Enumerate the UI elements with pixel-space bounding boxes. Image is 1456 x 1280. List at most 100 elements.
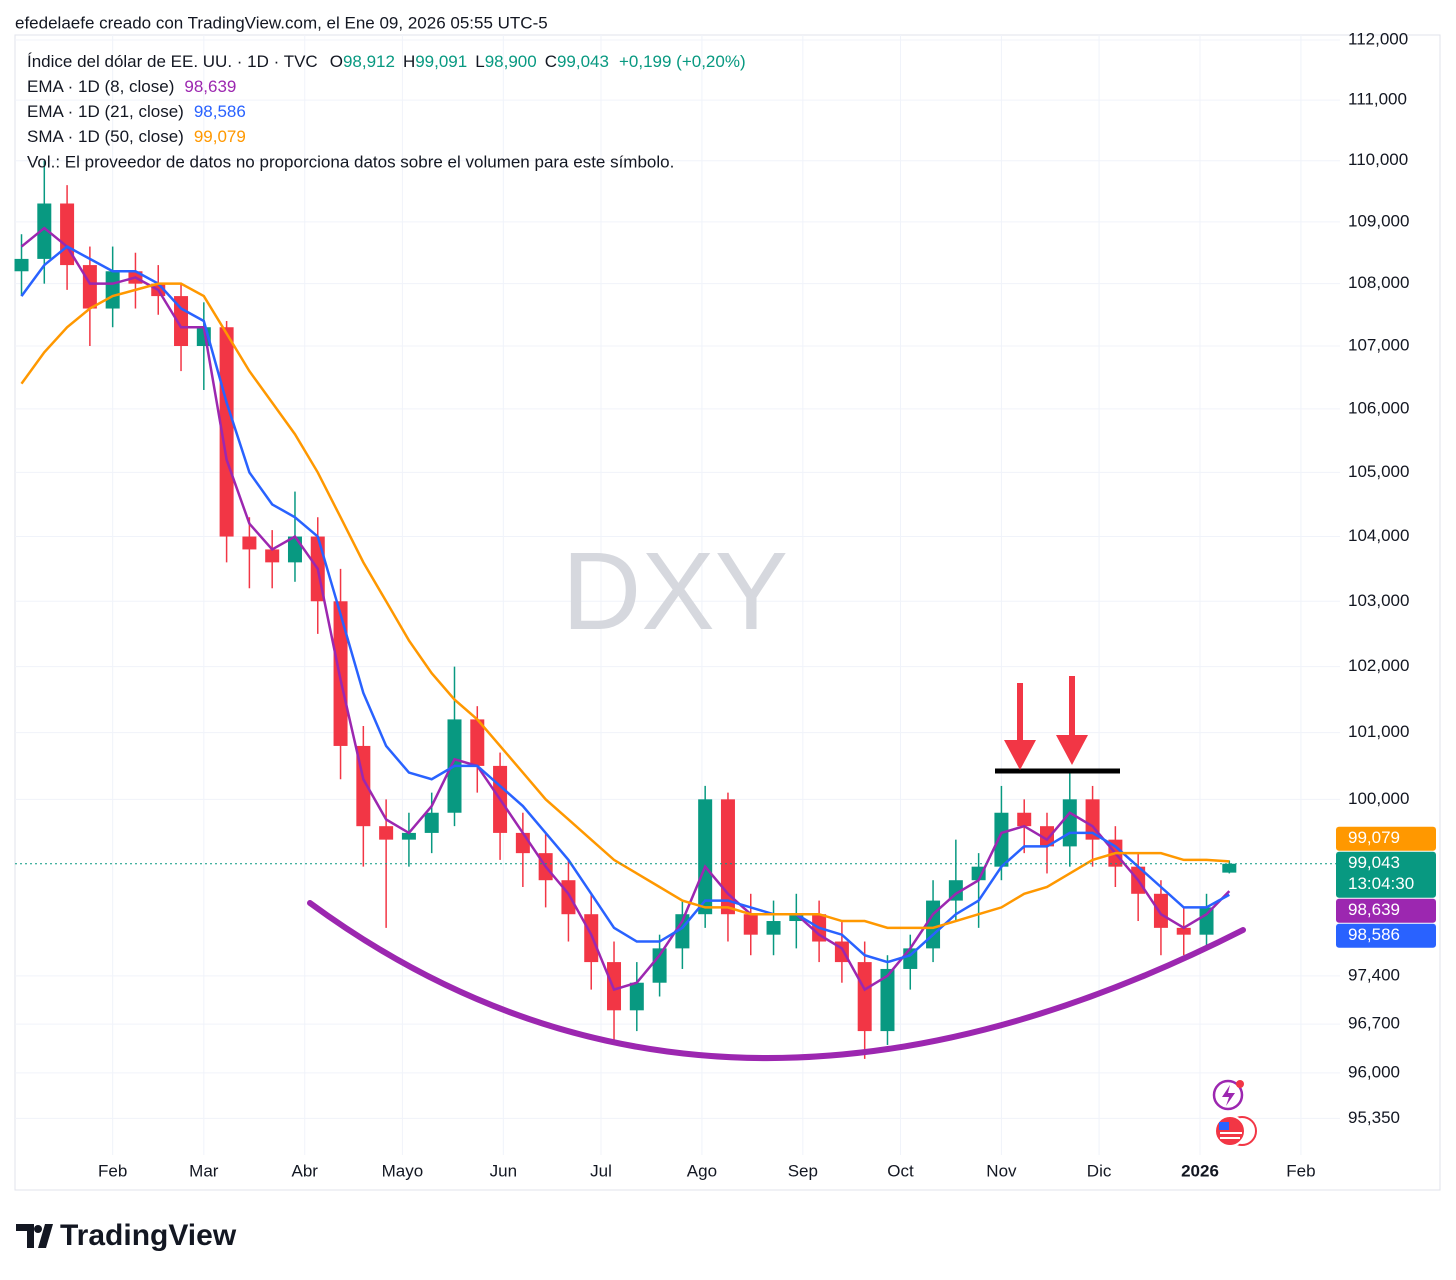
legend-name: EMA · 1D (21, close) bbox=[27, 102, 184, 121]
y-tick-label: 102,000 bbox=[1348, 656, 1409, 675]
price-tags: 99,079 99,043 13:04:30 98,639 98,586 bbox=[1336, 826, 1436, 948]
x-tick-label: Jul bbox=[590, 1161, 612, 1180]
grid: 112,000 111,000 110,000 109,000 108,000 107,0… bbox=[15, 29, 1409, 1180]
y-tick-label: 100,000 bbox=[1348, 789, 1409, 808]
price-tag-label: 13:04:30 bbox=[1348, 874, 1414, 893]
legend-name: EMA · 1D (8, close) bbox=[27, 77, 174, 96]
rounding-bottom-arc bbox=[307, 900, 1246, 1062]
ohlc-value: 99,043 bbox=[557, 52, 609, 71]
legend: Índice del dólar de EE. UU. · 1D · TVC O 9… bbox=[27, 52, 746, 171]
flag-canton bbox=[1219, 1122, 1229, 1130]
candle-body bbox=[971, 866, 986, 881]
flag-stripes bbox=[1220, 1132, 1242, 1139]
legend-entry: EMA · 1D (21, close) 98,586 bbox=[27, 102, 246, 121]
candle-body bbox=[219, 327, 234, 537]
ohlc-value: 98,900 bbox=[485, 52, 537, 71]
legend-value: 98,586 bbox=[194, 102, 246, 121]
legend-value: 99,079 bbox=[194, 127, 246, 146]
symbol: Índice del dólar de EE. UU. · 1D · TVC bbox=[27, 52, 318, 71]
candle-body bbox=[880, 968, 895, 1032]
x-tick-label: Feb bbox=[1286, 1161, 1315, 1180]
candle-body bbox=[561, 880, 576, 915]
candle-body bbox=[105, 271, 120, 309]
y-tick-label: 96,000 bbox=[1348, 1062, 1400, 1081]
y-tick-label: 111,000 bbox=[1348, 90, 1407, 109]
candle-body bbox=[401, 832, 416, 840]
logo-mark bbox=[16, 1224, 53, 1248]
ohlc-key: L bbox=[475, 52, 484, 71]
candle-body bbox=[857, 962, 872, 1032]
candle-body bbox=[265, 549, 280, 563]
price-tag-label: 98,586 bbox=[1348, 925, 1400, 944]
candle-body bbox=[1017, 812, 1032, 827]
candle-body bbox=[470, 719, 485, 766]
attribution: efedelaefe creado con TradingView.com, e… bbox=[15, 13, 548, 32]
arrow bbox=[1004, 683, 1036, 770]
candle-body bbox=[607, 962, 622, 1011]
indicator-line bbox=[20, 226, 1231, 992]
candle-body bbox=[424, 812, 439, 833]
y-tick-label: 96,700 bbox=[1348, 1014, 1400, 1033]
indicator-line bbox=[20, 245, 1230, 964]
brand: TradingView bbox=[60, 1219, 237, 1252]
logo-dot bbox=[34, 1225, 42, 1233]
candle-body bbox=[766, 921, 781, 935]
price-tag-label: 99,043 bbox=[1348, 853, 1400, 872]
indicator-line bbox=[20, 282, 1230, 930]
candle-body bbox=[379, 826, 394, 840]
x-tick-label: Oct bbox=[887, 1161, 914, 1180]
candle-body bbox=[1062, 799, 1077, 847]
legend-entry: EMA · 1D (8, close) 98,639 bbox=[27, 77, 236, 96]
y-tick-label: 106,000 bbox=[1348, 398, 1409, 417]
ohlc-value: 99,091 bbox=[415, 52, 467, 71]
legend-title: Índice del dólar de EE. UU. · 1D · TVC O 9… bbox=[27, 52, 746, 71]
price-tag bbox=[1336, 898, 1436, 923]
price-tag bbox=[1336, 923, 1436, 948]
candle-body bbox=[1199, 907, 1214, 935]
flag-icon bbox=[1214, 1115, 1246, 1147]
legend-name: SMA · 1D (50, close) bbox=[27, 127, 184, 146]
x-tick-label: Jun bbox=[490, 1161, 517, 1180]
price-tag bbox=[1336, 851, 1436, 898]
ohlc-key: C bbox=[545, 52, 557, 71]
legend-value: 98,639 bbox=[184, 77, 236, 96]
candle-body bbox=[652, 948, 667, 983]
change: +0,199 (+0,20%) bbox=[619, 52, 746, 71]
candle-body bbox=[174, 296, 189, 346]
candle-body bbox=[789, 914, 804, 922]
x-tick-label: Sep bbox=[788, 1161, 818, 1180]
y-tick-label: 108,000 bbox=[1348, 273, 1409, 292]
candle-body bbox=[720, 799, 735, 915]
legend-entry: SMA · 1D (50, close) 99,079 bbox=[27, 127, 246, 146]
watermark: DXY bbox=[562, 530, 788, 653]
ohlc-key: O bbox=[330, 52, 343, 71]
candle-body bbox=[584, 914, 599, 963]
candle-body bbox=[1222, 863, 1237, 873]
candle-body bbox=[515, 832, 530, 854]
candle-body bbox=[698, 799, 713, 915]
chart-frame bbox=[14, 34, 1441, 1191]
x-tick-label: Feb bbox=[98, 1161, 127, 1180]
bolt bbox=[1222, 1085, 1235, 1106]
candle-body bbox=[37, 203, 52, 259]
x-tick-label: Dic bbox=[1087, 1161, 1112, 1180]
ohlc-key: H bbox=[403, 52, 415, 71]
y-tick-label: 103,000 bbox=[1348, 591, 1409, 610]
y-tick-label: 110,000 bbox=[1348, 150, 1408, 169]
price-tag-label: 98,639 bbox=[1348, 900, 1400, 919]
price-tag-label: 99,079 bbox=[1348, 828, 1400, 847]
plot bbox=[14, 160, 1340, 1059]
footer: TradingView bbox=[16, 1219, 237, 1252]
y-tick-label: 109,000 bbox=[1348, 211, 1409, 230]
candle-body bbox=[82, 265, 97, 309]
candle-body bbox=[994, 812, 1009, 867]
y-tick-label: 101,000 bbox=[1348, 722, 1409, 741]
candle-body bbox=[629, 982, 644, 1011]
x-tick-label: Mayo bbox=[382, 1161, 424, 1180]
icons bbox=[1212, 1079, 1257, 1147]
candle-body bbox=[1176, 927, 1191, 935]
x-tick-label: Mar bbox=[189, 1161, 219, 1180]
candle-body bbox=[242, 536, 257, 550]
y-tick-label: 112,000 bbox=[1348, 29, 1408, 48]
